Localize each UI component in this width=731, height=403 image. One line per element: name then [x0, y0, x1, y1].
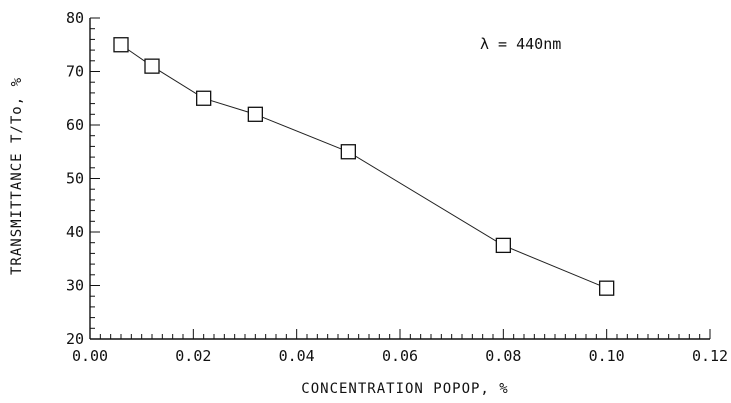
series-line — [120, 44, 607, 289]
series — [113, 37, 615, 296]
data-point-marker — [196, 90, 212, 106]
data-point-marker — [113, 37, 129, 53]
wavelength-annotation: λ = 440nm — [480, 35, 561, 53]
data-point-marker — [144, 58, 160, 74]
y-tick-label: 60 — [66, 116, 84, 134]
data-point-marker — [340, 144, 356, 160]
x-tick-label: 0.02 — [175, 347, 211, 365]
y-axis-label: TRANSMITTANCE T/To, % — [9, 77, 25, 275]
x-tick-label: 0.10 — [589, 347, 625, 365]
y-tick-label: 70 — [66, 63, 84, 81]
y-tick-label: 30 — [66, 277, 84, 295]
x-axis-label: CONCENTRATION POPOP, % — [301, 381, 508, 397]
data-point-marker — [599, 280, 615, 296]
y-tick-label: 80 — [66, 9, 84, 27]
y-tick-label: 40 — [66, 223, 84, 241]
data-point-marker — [495, 237, 511, 254]
y-tick-label: 50 — [66, 170, 84, 188]
ticks: 0.00 0.02 0.04 0.06 0.08 0.10 0.12 20 30 40 50 60 70… — [66, 9, 728, 365]
y-tick-label: 20 — [66, 330, 84, 348]
x-tick-label: 0.04 — [279, 347, 315, 365]
x-tick-label: 0.08 — [485, 347, 521, 365]
x-tick-label: 0.06 — [382, 347, 418, 365]
data-point-marker — [247, 106, 263, 122]
axes — [89, 18, 710, 340]
x-tick-label: 0.00 — [72, 347, 108, 365]
x-tick-label: 0.12 — [692, 347, 728, 365]
